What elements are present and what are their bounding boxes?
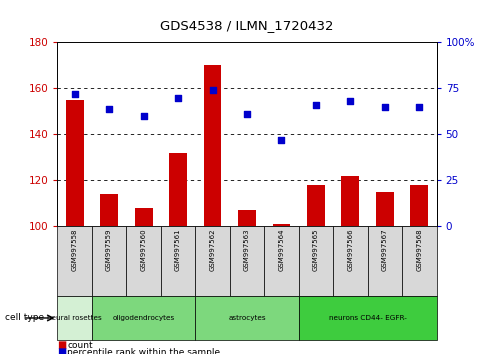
Point bbox=[415, 104, 423, 110]
Bar bbox=[402, 226, 437, 296]
Bar bbox=[299, 226, 333, 296]
Text: GSM997567: GSM997567 bbox=[382, 228, 388, 271]
Point bbox=[381, 104, 389, 110]
Text: ■: ■ bbox=[57, 347, 67, 354]
Point bbox=[105, 106, 113, 112]
Bar bbox=[126, 226, 161, 296]
Bar bbox=[100, 194, 118, 226]
Text: ■: ■ bbox=[57, 340, 67, 350]
Bar bbox=[66, 100, 84, 226]
Bar bbox=[195, 296, 299, 340]
Text: GSM997559: GSM997559 bbox=[106, 228, 112, 271]
Bar bbox=[238, 210, 256, 226]
Point bbox=[277, 137, 285, 143]
Point bbox=[209, 87, 217, 93]
Point bbox=[243, 111, 251, 117]
Text: GSM997564: GSM997564 bbox=[278, 228, 284, 271]
Bar bbox=[135, 208, 153, 226]
Text: neurons CD44- EGFR-: neurons CD44- EGFR- bbox=[329, 315, 407, 321]
Point bbox=[71, 91, 79, 97]
Bar bbox=[410, 185, 428, 226]
Text: GSM997565: GSM997565 bbox=[313, 228, 319, 271]
Bar bbox=[368, 226, 402, 296]
Text: GSM997566: GSM997566 bbox=[347, 228, 353, 271]
Bar bbox=[341, 176, 359, 226]
Bar bbox=[333, 226, 368, 296]
Bar bbox=[195, 226, 230, 296]
Text: oligodendrocytes: oligodendrocytes bbox=[112, 315, 175, 321]
Text: astrocytes: astrocytes bbox=[228, 315, 266, 321]
Text: GDS4538 / ILMN_1720432: GDS4538 / ILMN_1720432 bbox=[160, 19, 334, 32]
Text: cell type: cell type bbox=[5, 314, 44, 322]
Text: GSM997568: GSM997568 bbox=[416, 228, 422, 271]
Bar bbox=[307, 185, 325, 226]
Bar bbox=[92, 226, 126, 296]
Point bbox=[174, 95, 182, 101]
Bar bbox=[161, 226, 195, 296]
Bar bbox=[264, 226, 299, 296]
Text: GSM997560: GSM997560 bbox=[141, 228, 147, 271]
Bar bbox=[57, 226, 92, 296]
Point bbox=[346, 98, 354, 104]
Bar bbox=[272, 224, 290, 226]
Bar bbox=[230, 226, 264, 296]
Text: count: count bbox=[67, 341, 93, 350]
Text: percentile rank within the sample: percentile rank within the sample bbox=[67, 348, 221, 354]
Point bbox=[312, 102, 320, 108]
Text: GSM997558: GSM997558 bbox=[72, 228, 78, 271]
Point bbox=[140, 113, 148, 119]
Text: GSM997563: GSM997563 bbox=[244, 228, 250, 271]
Bar bbox=[92, 296, 195, 340]
Bar bbox=[299, 296, 437, 340]
Text: neural rosettes: neural rosettes bbox=[47, 315, 102, 321]
Text: GSM997562: GSM997562 bbox=[210, 228, 216, 271]
Text: GSM997561: GSM997561 bbox=[175, 228, 181, 271]
Bar bbox=[204, 65, 222, 226]
Bar bbox=[169, 153, 187, 226]
Bar bbox=[376, 192, 394, 226]
Bar bbox=[57, 296, 92, 340]
